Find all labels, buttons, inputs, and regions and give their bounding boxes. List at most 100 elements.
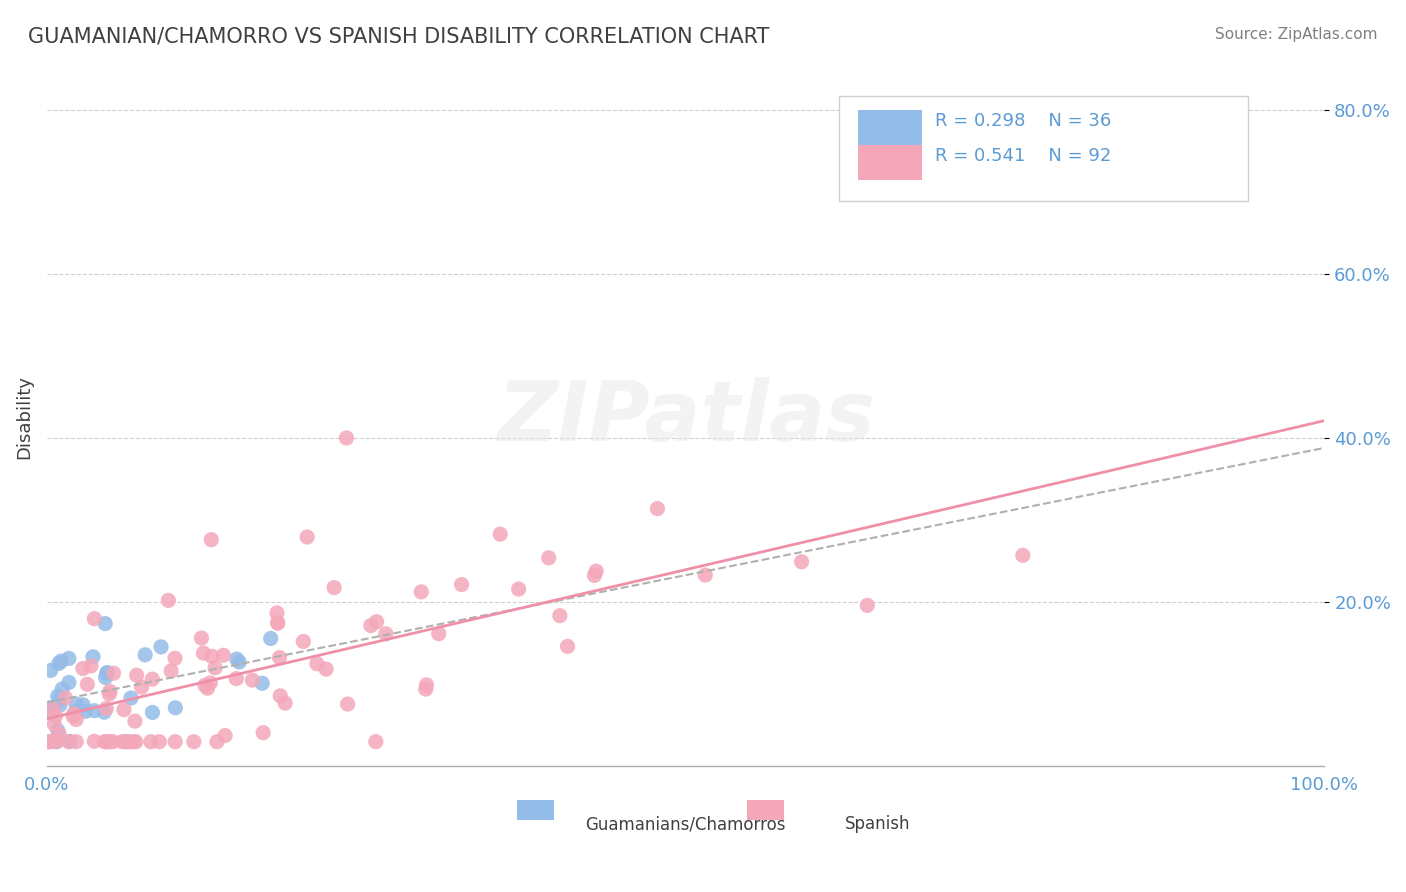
Point: [45, 734, 67, 748]
Point: [200, 676, 222, 690]
Point: [205, 734, 228, 748]
Point: [585, 564, 607, 578]
Point: [266, 615, 288, 630]
Point: [134, 648, 156, 662]
Point: [228, 655, 250, 669]
Point: [537, 550, 560, 565]
Point: [360, 618, 382, 632]
Point: [96, 701, 118, 715]
Point: [125, 734, 148, 748]
Point: [201, 649, 224, 664]
Point: [103, 666, 125, 681]
Point: [83, 734, 105, 748]
Point: [163, 651, 186, 665]
Point: [292, 634, 315, 648]
Point: [131, 680, 153, 694]
Point: [125, 668, 148, 682]
Point: [194, 678, 217, 692]
Point: [193, 646, 215, 660]
Point: [62, 706, 84, 721]
Point: [122, 734, 145, 748]
Point: [51, 682, 73, 697]
Point: [315, 662, 337, 676]
Point: [190, 631, 212, 645]
Text: Spanish: Spanish: [845, 815, 910, 833]
Point: [37, 734, 59, 748]
Point: [1011, 549, 1033, 563]
Point: [58, 734, 80, 748]
Point: [165, 700, 187, 714]
Point: [42, 702, 65, 716]
Point: [39, 734, 62, 748]
Point: [49, 698, 72, 713]
Point: [98, 687, 121, 701]
Point: [72, 698, 94, 712]
Text: ZIPatlas: ZIPatlas: [496, 377, 875, 458]
Point: [53, 690, 76, 705]
Point: [364, 734, 387, 748]
Point: [65, 713, 87, 727]
Point: [411, 585, 433, 599]
FancyBboxPatch shape: [839, 96, 1247, 201]
Point: [46, 690, 69, 704]
Point: [62, 709, 84, 723]
Point: [72, 661, 94, 675]
Point: [269, 650, 291, 665]
FancyBboxPatch shape: [747, 800, 785, 820]
Point: [266, 606, 288, 620]
FancyBboxPatch shape: [858, 145, 922, 180]
Point: [336, 697, 359, 711]
Point: [548, 608, 571, 623]
Point: [295, 530, 318, 544]
Point: [44, 717, 66, 731]
Point: [114, 734, 136, 748]
Point: [583, 568, 606, 582]
Point: [65, 734, 87, 748]
Point: [214, 729, 236, 743]
Point: [204, 661, 226, 675]
Text: R = 0.541    N = 92: R = 0.541 N = 92: [935, 147, 1111, 165]
Point: [37, 734, 59, 748]
Point: [83, 612, 105, 626]
Text: R = 0.298    N = 36: R = 0.298 N = 36: [935, 112, 1111, 130]
Point: [45, 734, 67, 748]
Point: [200, 533, 222, 547]
Point: [225, 652, 247, 666]
Point: [94, 734, 117, 748]
Point: [274, 696, 297, 710]
Point: [49, 654, 72, 668]
Point: [75, 704, 97, 718]
Point: [98, 684, 121, 698]
Point: [48, 692, 70, 706]
Point: [212, 648, 235, 663]
Point: [141, 672, 163, 686]
Point: [96, 665, 118, 680]
Point: [260, 632, 283, 646]
Text: GUAMANIAN/CHAMORRO VS SPANISH DISABILITY CORRELATION CHART: GUAMANIAN/CHAMORRO VS SPANISH DISABILITY…: [28, 27, 769, 46]
Point: [93, 734, 115, 748]
Point: [141, 706, 163, 720]
Point: [150, 640, 173, 654]
Point: [83, 704, 105, 718]
Point: [508, 582, 530, 596]
Point: [427, 626, 450, 640]
Point: [197, 681, 219, 696]
Point: [66, 704, 89, 718]
Point: [58, 675, 80, 690]
Point: [112, 703, 135, 717]
Point: [489, 527, 512, 541]
Point: [96, 734, 118, 748]
Point: [46, 723, 69, 738]
Point: [39, 700, 62, 714]
Point: [82, 649, 104, 664]
Point: [80, 659, 103, 673]
Point: [323, 581, 346, 595]
Point: [250, 676, 273, 690]
Point: [157, 593, 180, 607]
Point: [450, 577, 472, 591]
Point: [94, 616, 117, 631]
Point: [647, 501, 669, 516]
Point: [39, 706, 62, 720]
Point: [139, 734, 162, 748]
Point: [59, 734, 82, 748]
